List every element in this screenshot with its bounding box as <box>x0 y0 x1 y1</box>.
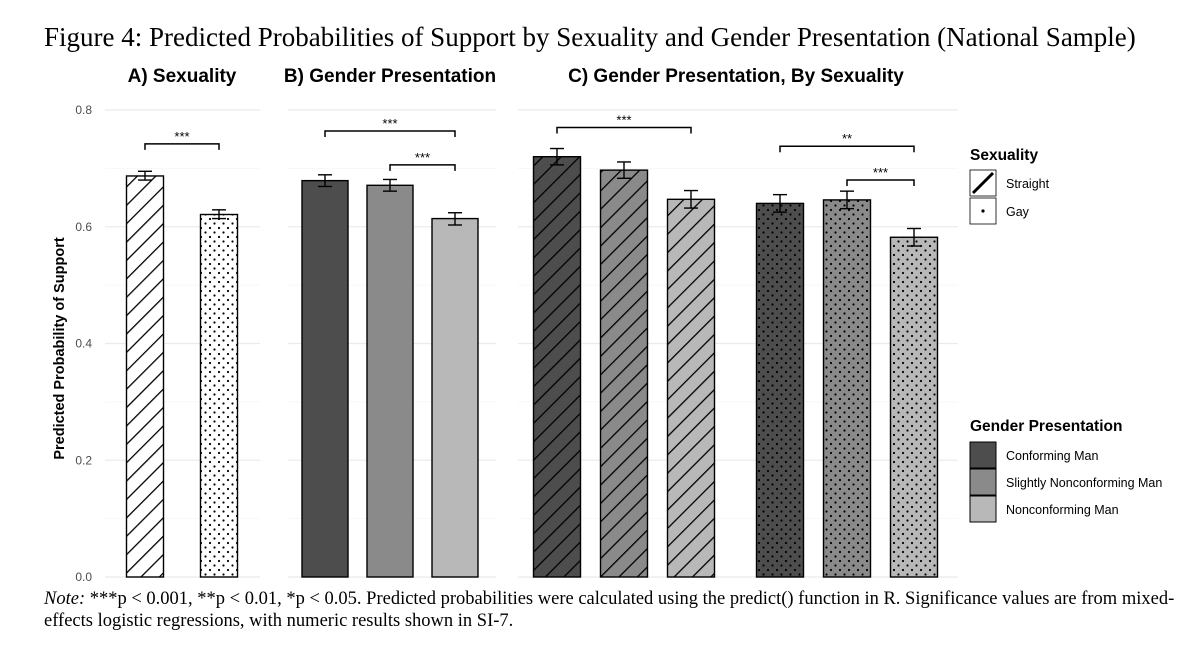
note-label: Note: <box>44 589 86 609</box>
significance-label: *** <box>382 116 397 131</box>
significance-bracket <box>389 164 456 171</box>
significance-bracket <box>556 126 692 134</box>
significance-bracket <box>144 143 220 150</box>
y-tick-label: 0.2 <box>75 453 92 467</box>
legend-label: Conforming Man <box>1006 449 1098 463</box>
figure-title: Figure 4: Predicted Probabilities of Sup… <box>44 22 1136 52</box>
y-tick-label: 0.4 <box>75 337 92 351</box>
bar-fill <box>432 218 478 577</box>
panel-title: A) Sexuality <box>128 66 237 87</box>
bar-pattern-stripe <box>126 175 164 577</box>
bar-pattern-dot <box>823 199 871 577</box>
bar-pattern-stripe <box>667 199 715 577</box>
bar-pattern-stripe <box>533 156 581 577</box>
significance-bracket <box>324 130 456 138</box>
bar-pattern-dot <box>200 214 238 577</box>
legend-key-dot <box>981 209 985 213</box>
bar-pattern-dot <box>756 203 804 577</box>
legend-key-box <box>969 495 997 523</box>
legend-label: Straight <box>1006 177 1050 191</box>
bar-fill <box>367 185 413 577</box>
significance-label: *** <box>873 165 888 180</box>
legend-key-stripe <box>971 171 995 195</box>
legend-title-sexuality: Sexuality <box>970 147 1038 164</box>
y-tick-label: 0.6 <box>75 220 92 234</box>
significance-label: ** <box>842 131 852 146</box>
legend-key-box <box>969 441 997 469</box>
y-axis-label: Predicted Probability of Support <box>52 237 68 460</box>
panel-title: C) Gender Presentation, By Sexuality <box>568 66 904 87</box>
legend-key-box <box>969 468 997 496</box>
legend-label: Nonconforming Man <box>1006 503 1119 517</box>
y-tick-label: 0.8 <box>75 103 92 117</box>
significance-bracket <box>779 145 915 153</box>
legend-title-gender: Gender Presentation <box>970 418 1122 435</box>
panel-title: B) Gender Presentation <box>284 66 496 87</box>
bar-pattern-stripe <box>600 170 648 577</box>
legend-label: Gay <box>1006 205 1030 219</box>
y-tick-label: 0.0 <box>75 570 92 584</box>
bar-pattern-dot <box>890 237 938 577</box>
note-text: ***p < 0.001, **p < 0.01, *p < 0.05. Pre… <box>44 589 1175 631</box>
bar-fill <box>302 180 348 578</box>
figure-note: Note: ***p < 0.001, **p < 0.01, *p < 0.0… <box>44 588 1194 632</box>
legend-label: Slightly Nonconforming Man <box>1006 476 1162 490</box>
chart-svg: 0.0 0.2 0.4 0.6 0.8 Predicted Probability of … <box>52 66 1162 584</box>
significance-bracket <box>846 179 915 187</box>
significance-label: *** <box>174 129 189 144</box>
significance-label: *** <box>415 150 430 165</box>
significance-label: *** <box>616 113 631 128</box>
